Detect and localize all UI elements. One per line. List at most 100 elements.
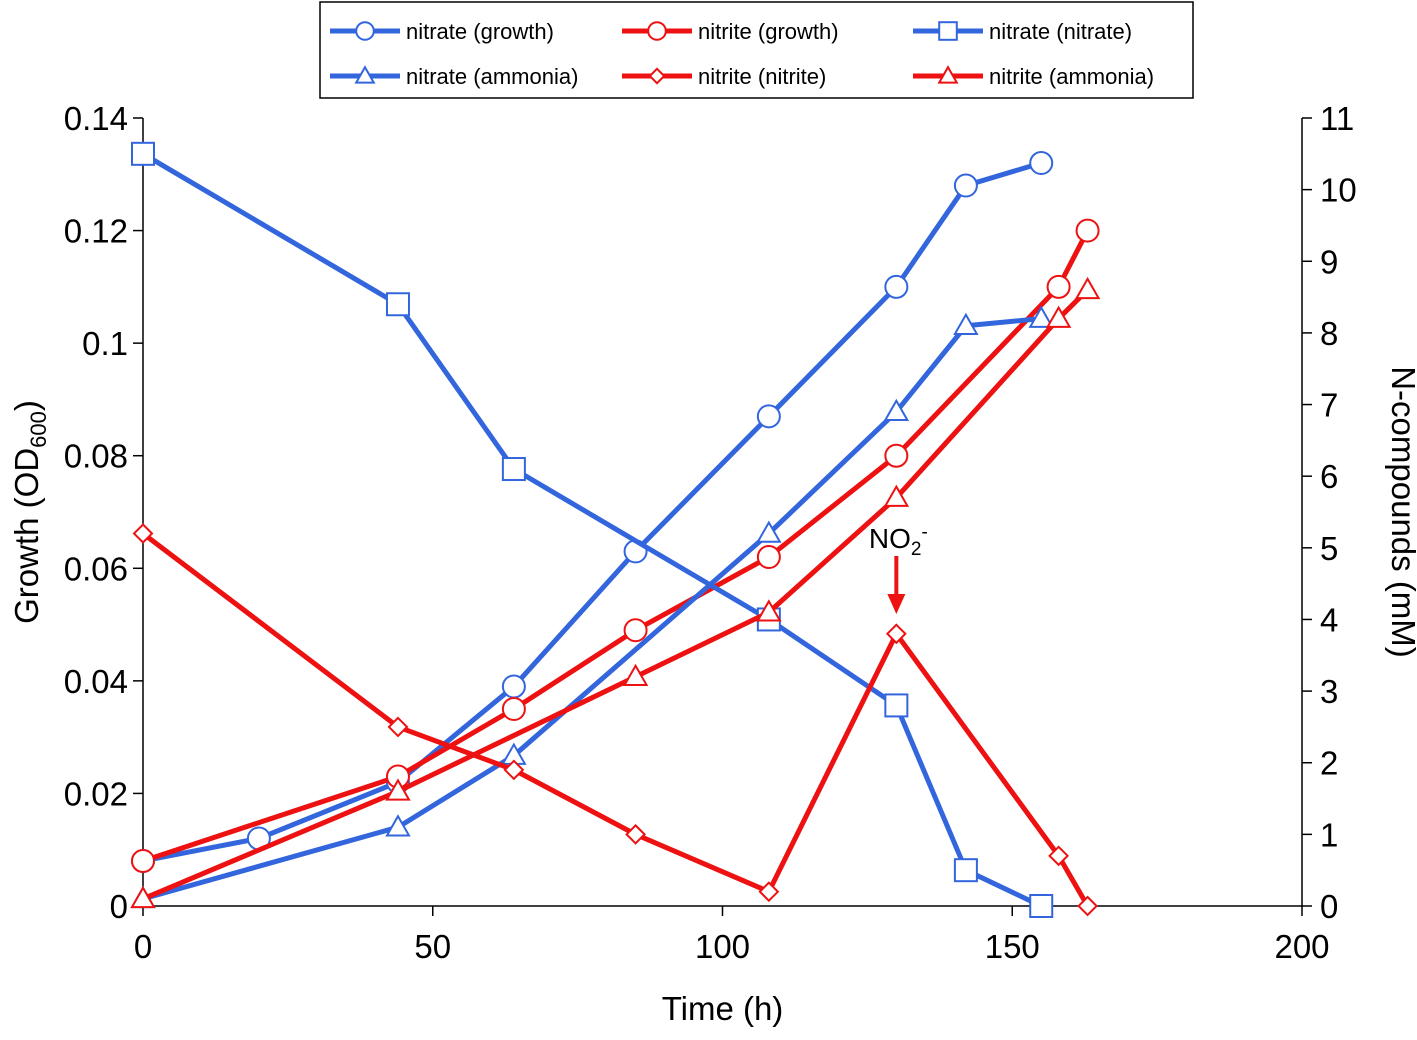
data-point-square — [1029, 894, 1054, 918]
data-point-circle — [1046, 274, 1071, 299]
data-point-diamond — [1077, 895, 1098, 917]
y-right-tick-label: 3 — [1320, 673, 1338, 710]
y-left-tick-label: 0 — [110, 888, 128, 925]
data-point-triangle — [953, 312, 979, 335]
legend-item: nitrate (nitrate) — [913, 19, 1132, 44]
y-right-tick-label: 1 — [1320, 816, 1338, 853]
legend-item: nitrate (growth) — [330, 19, 554, 44]
y-right-tick-label: 0 — [1320, 888, 1338, 925]
annotation-arrow-head-icon — [887, 594, 906, 614]
y-right-tick-label: 8 — [1320, 315, 1338, 352]
data-point-diamond — [387, 716, 409, 738]
y-left-tick-label: 0.08 — [64, 438, 128, 475]
y-right-tick-label: 5 — [1320, 530, 1338, 567]
y-right-tick-label: 11 — [1320, 100, 1354, 137]
data-point-circle — [953, 173, 978, 198]
legend-swatch-circle-icon — [647, 21, 667, 41]
x-tick-label: 200 — [1274, 928, 1329, 965]
y-left-tick-label: 0.1 — [82, 325, 128, 362]
legend-label: nitrite (nitrite) — [698, 64, 826, 89]
data-point-circle — [1075, 218, 1100, 243]
series-nitrate-growth — [131, 151, 1054, 873]
x-tick-label: 50 — [414, 928, 451, 965]
y-left-title-main: Growth (OD — [8, 448, 45, 624]
series-nitrite-ammonia — [130, 276, 1101, 909]
legend-label: nitrate (ammonia) — [406, 64, 578, 89]
data-point-triangle — [883, 484, 910, 507]
data-point-diamond — [132, 523, 154, 544]
legend-item: nitrite (growth) — [622, 19, 839, 44]
series-layer — [130, 141, 1101, 918]
annotation-label: NO2- — [869, 522, 928, 560]
data-point-triangle — [385, 814, 411, 837]
legend-item: nitrate (ammonia) — [330, 64, 578, 89]
data-point-diamond — [758, 881, 780, 903]
data-point-square — [953, 858, 978, 883]
data-point-circle — [756, 404, 781, 429]
series-nitrite-nitrite — [132, 523, 1098, 917]
series-line — [142, 160, 1042, 864]
y-right-tick-label: 10 — [1320, 172, 1357, 209]
legend-label: nitrite (growth) — [698, 19, 839, 44]
data-point-square — [501, 457, 526, 482]
legend-swatch-circle-icon — [355, 21, 375, 41]
y-left-tick-label: 0.02 — [64, 775, 128, 812]
data-point-circle — [884, 274, 909, 299]
data-point-square — [385, 292, 410, 317]
data-point-circle — [501, 697, 526, 721]
y-right-tick-label: 6 — [1320, 458, 1338, 495]
y-right-tick-label: 2 — [1320, 745, 1338, 782]
data-point-diamond — [503, 759, 525, 781]
y-right-axis-title: N-compounds (mM) — [1385, 366, 1417, 658]
y-left-tick-label: 0.04 — [64, 663, 128, 700]
data-point-circle — [1029, 151, 1054, 176]
y-left-tick-label: 0.12 — [64, 213, 128, 250]
x-tick-label: 100 — [695, 928, 750, 965]
annotation-sub: 2 — [911, 539, 922, 560]
data-point-triangle — [1028, 305, 1054, 328]
y-left-tick-label: 0.06 — [64, 550, 128, 587]
data-point-circle — [131, 848, 155, 873]
series-nitrate-ammonia — [130, 305, 1054, 909]
series-line — [141, 531, 1090, 908]
y-left-title-sub: 600 — [26, 411, 51, 448]
legend-box — [319, 1, 1194, 99]
x-tick-label: 0 — [134, 928, 152, 965]
y-right-tick-label: 7 — [1320, 387, 1338, 424]
legend-swatch-triangle-icon — [354, 65, 376, 84]
data-point-triangle — [883, 398, 910, 421]
legend-label: nitrate (growth) — [406, 19, 554, 44]
series-line — [142, 288, 1090, 902]
data-point-circle — [756, 545, 781, 570]
annotation-main: NO — [869, 523, 911, 554]
annotation-sup: - — [921, 522, 927, 543]
series-line — [142, 229, 1090, 864]
data-point-triangle — [130, 885, 156, 909]
legend-label: nitrate (nitrate) — [989, 19, 1132, 44]
x-axis-title: Time (h) — [662, 990, 784, 1027]
data-point-triangle — [622, 663, 649, 687]
data-point-circle — [884, 443, 909, 468]
axes: 0 50 100 150 20000.020.040.060.080.10.120.14… — [8, 100, 1417, 1027]
y-left-tick-label: 0.14 — [64, 100, 128, 137]
x-tick-label: 150 — [985, 928, 1040, 965]
legend-swatch-diamond-icon — [648, 67, 666, 85]
legend-item: nitrite (nitrite) — [622, 64, 826, 89]
legend-swatch-triangle-icon — [937, 65, 959, 84]
legend-item: nitrite (ammonia) — [913, 64, 1154, 89]
y-right-tick-label: 4 — [1320, 601, 1338, 638]
data-point-diamond — [625, 823, 646, 845]
legend: nitrate (growth) nitrite (growth) nitrate … — [319, 1, 1194, 99]
y-left-axis-title: Growth (OD600) — [8, 400, 51, 624]
data-point-square — [131, 141, 155, 166]
legend-label: nitrite (ammonia) — [989, 64, 1154, 89]
series-nitrite-growth — [131, 218, 1100, 873]
data-point-circle — [623, 618, 648, 643]
data-point-triangle — [1045, 305, 1072, 328]
annotation-layer: NO2- — [869, 522, 928, 614]
data-point-triangle — [385, 778, 411, 801]
data-point-square — [884, 693, 909, 718]
data-point-circle — [501, 674, 526, 699]
data-point-triangle — [1074, 276, 1101, 300]
